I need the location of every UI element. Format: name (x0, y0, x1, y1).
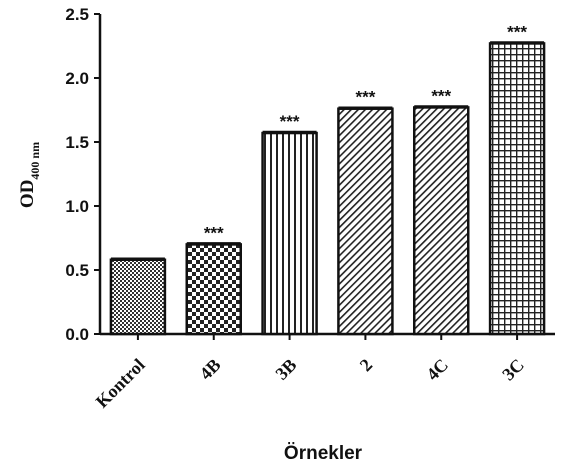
y-tick-label: 0.0 (65, 325, 89, 344)
y-tick-label: 2.0 (65, 69, 89, 88)
bar-4b (185, 243, 242, 336)
significance-label: *** (204, 223, 224, 242)
bar-kontrol (109, 258, 167, 336)
bar-4c (413, 106, 470, 336)
bars (109, 41, 546, 336)
significance-label: *** (280, 112, 300, 131)
y-tick-label: 2.5 (65, 5, 89, 24)
x-tick-label: 3C (498, 355, 528, 385)
x-tick-label: Kontrol (92, 355, 149, 412)
significance-label: *** (507, 22, 527, 41)
y-axis-label-sub: 400 nm (28, 142, 42, 180)
x-tick-label: 4B (196, 355, 225, 384)
x-tick-label: 3B (271, 355, 300, 384)
significance-label: *** (355, 88, 375, 107)
bar-2 (337, 107, 394, 336)
y-tick-label: 1.5 (65, 133, 89, 152)
significance-label: *** (431, 86, 451, 105)
y-axis-label: OD400 nm (17, 142, 42, 208)
x-axis-label: Örnekler (284, 443, 363, 464)
y-axis-label-main: OD (17, 180, 38, 209)
y-tick-label: 1.0 (65, 197, 89, 216)
x-tick-label: 4C (422, 355, 452, 385)
axes: 0.0 0.5 1.0 1.5 2.0 2.5 (65, 5, 555, 344)
x-tick-label: 2 (356, 355, 377, 376)
y-tick-label: 0.5 (65, 261, 89, 280)
bar-3b (261, 131, 318, 336)
bar-3c (488, 42, 546, 336)
